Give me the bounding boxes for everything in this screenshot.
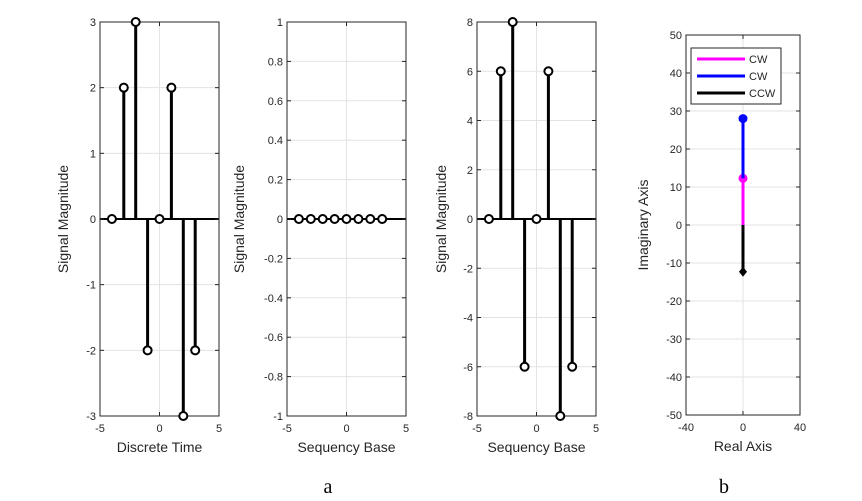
stem-marker (178, 411, 189, 421)
series-marker (739, 266, 747, 277)
y-tick-label: 0.8 (268, 56, 283, 68)
x-tick-label: -40 (678, 422, 694, 434)
chart-2: -5 0 5 -1 -0.8 -0.6 -0.4 -0.2 0 0.2 0.4 0.6 0.8 1 Sequ… (231, 17, 409, 455)
y-axis-label: Signal Magnitude (433, 165, 449, 273)
y-axis-label: Signal Magnitude (55, 165, 71, 273)
y-tick-label: -50 (666, 410, 682, 422)
stem-marker (483, 214, 494, 224)
x-tick-label: 0 (156, 423, 162, 435)
legend-label: CW (749, 54, 768, 66)
stem-marker (377, 214, 388, 224)
chart-1: -5 0 5 -3 -2 -1 0 1 2 3 Discrete Time Signal Magnit… (55, 17, 222, 455)
y-tick-label: -6 (463, 362, 473, 374)
y-tick-label: 0 (277, 214, 283, 226)
stem-marker (341, 214, 352, 224)
y-tick-label: 0 (467, 214, 473, 226)
stem-marker (106, 214, 117, 224)
y-tick-label: 0 (90, 214, 96, 226)
y-tick-label: -0.2 (264, 253, 283, 265)
y-tick-label: 2 (90, 83, 96, 95)
y-tick-label: -0.4 (264, 293, 283, 305)
y-tick-label: -1 (86, 280, 96, 292)
y-tick-label: 2 (467, 165, 473, 177)
y-tick-label: 3 (90, 17, 96, 29)
x-tick-label: -5 (282, 423, 292, 435)
y-tick-label: -30 (666, 334, 682, 346)
caption-b: b (719, 476, 729, 498)
legend-label: CW (749, 71, 768, 83)
stem-marker (130, 17, 141, 27)
stem-marker (329, 214, 340, 224)
stem-marker (531, 214, 542, 224)
stem-marker (555, 411, 566, 421)
stem-marker (142, 345, 153, 356)
stem-marker (118, 82, 129, 93)
y-tick-label: 8 (467, 17, 473, 29)
y-tick-label: -8 (463, 411, 473, 423)
x-tick-label: -5 (95, 423, 105, 435)
y-tick-label: 50 (670, 30, 682, 42)
x-axis-label: Real Axis (714, 438, 772, 454)
x-tick-label: 5 (216, 423, 222, 435)
y-tick-label: -4 (463, 313, 473, 325)
y-tick-label: 4 (467, 116, 473, 128)
stem-marker (365, 214, 376, 224)
y-axis-label: Imaginary Axis (635, 179, 651, 270)
x-tick-label: 0 (740, 422, 746, 434)
y-tick-label: 20 (670, 144, 682, 156)
stem-marker (317, 214, 328, 224)
x-tick-label: -5 (472, 423, 482, 435)
stem-marker (567, 361, 578, 372)
x-tick-label: 0 (343, 423, 349, 435)
caption-a: a (324, 476, 333, 498)
chart-3: -5 0 5 -8 -6 -4 -2 0 2 4 6 8 Sequency Base Signal Mag… (433, 17, 599, 455)
y-tick-label: 1 (90, 148, 96, 160)
y-tick-label: 0.4 (268, 135, 283, 147)
y-tick-label: -1 (273, 411, 283, 423)
series-marker (738, 114, 748, 124)
x-axis-label: Discrete Time (117, 439, 203, 455)
stem-marker (519, 361, 530, 372)
stem-marker (495, 66, 506, 77)
x-tick-label: 5 (593, 423, 599, 435)
y-tick-label: -2 (86, 345, 96, 357)
stem-marker (353, 214, 364, 224)
y-tick-label: -0.6 (264, 332, 283, 344)
stem-marker (190, 345, 201, 356)
y-tick-label: 6 (467, 66, 473, 78)
stem-marker (507, 17, 518, 27)
x-axis-label: Sequency Base (487, 439, 585, 455)
x-tick-label: 0 (533, 423, 539, 435)
y-tick-label: 0 (676, 220, 682, 232)
y-tick-label: -2 (463, 263, 473, 275)
legend-label: CCW (749, 88, 776, 100)
y-tick-label: -3 (86, 411, 96, 423)
y-tick-label: 10 (670, 182, 682, 194)
y-tick-label: 30 (670, 106, 682, 118)
y-tick-label: -40 (666, 372, 682, 384)
stem-marker (305, 214, 316, 224)
x-tick-label: 40 (794, 422, 806, 434)
x-tick-label: 5 (403, 423, 409, 435)
y-tick-label: 40 (670, 68, 682, 80)
stem-marker (543, 66, 554, 77)
y-tick-label: 1 (277, 17, 283, 29)
y-tick-label: -0.8 (264, 372, 283, 384)
x-axis-label: Sequency Base (297, 439, 395, 455)
stem-marker (154, 214, 165, 224)
y-tick-label: -20 (666, 296, 682, 308)
y-tick-label: -10 (666, 258, 682, 270)
y-tick-label: 0.2 (268, 175, 283, 187)
y-axis-label: Signal Magnitude (231, 165, 247, 273)
stem-marker (293, 214, 304, 224)
y-tick-label: 0.6 (268, 96, 283, 108)
stem-marker (166, 82, 177, 93)
